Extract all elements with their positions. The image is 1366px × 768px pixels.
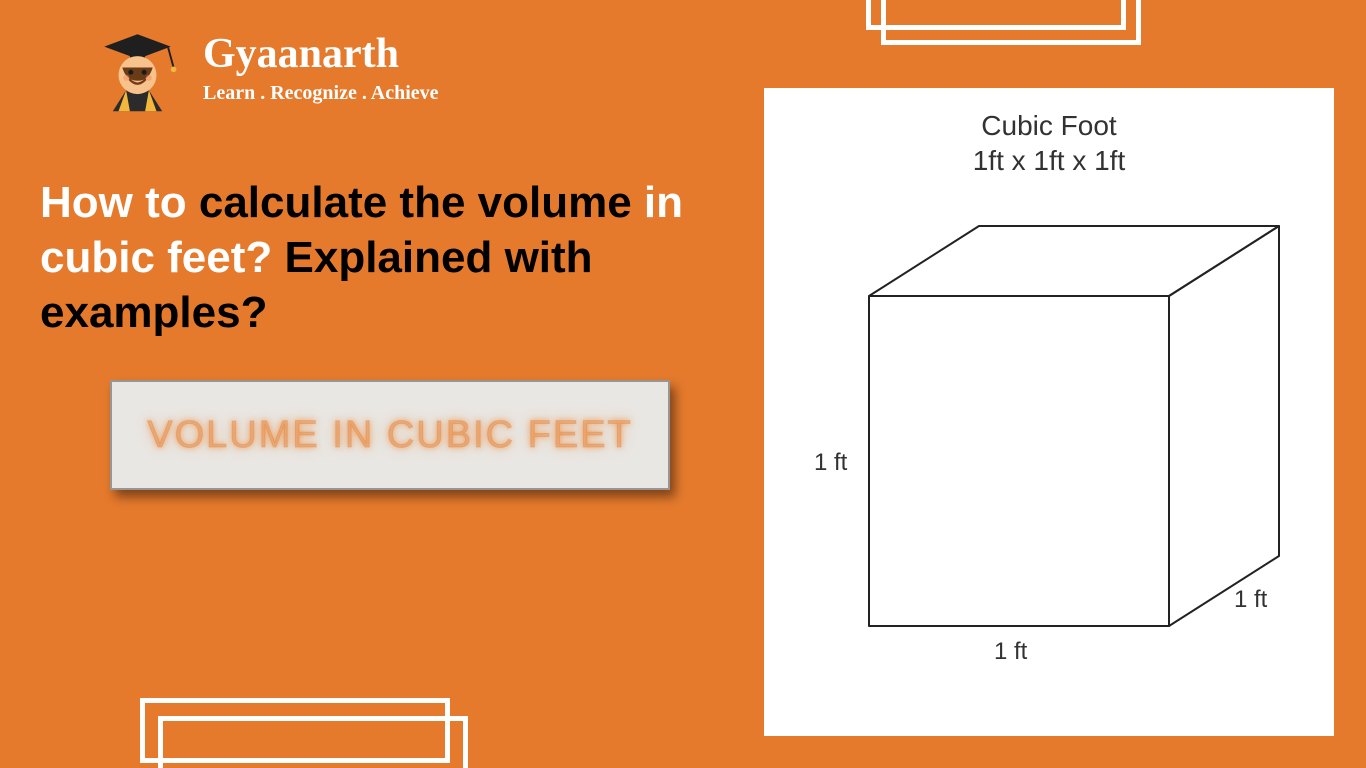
headline-seg-3: cubic feet?: [40, 233, 272, 282]
dimension-label-right: 1 ft: [1234, 586, 1267, 614]
headline-seg-2: in: [632, 178, 683, 227]
cube-icon: [799, 196, 1299, 676]
highlight-label: VOLUME IN CUBIC FEET: [110, 380, 670, 490]
site-logo: Gyaanarth Learn . Recognize . Achieve: [90, 20, 690, 115]
cube-illustration: 1 ft 1 ft 1 ft: [799, 196, 1299, 676]
brand-tagline: Learn . Recognize . Achieve: [203, 82, 439, 105]
diagram-title-line2: 1ft x 1ft x 1ft: [973, 145, 1126, 176]
headline-seg-1: calculate the volume: [199, 178, 632, 227]
mascot-avatar-icon: [90, 20, 185, 115]
diagram-title-line1: Cubic Foot: [981, 110, 1116, 141]
brand-name: Gyaanarth: [203, 30, 439, 78]
diagram-title: Cubic Foot 1ft x 1ft x 1ft: [973, 108, 1126, 178]
highlight-label-text: VOLUME IN CUBIC FEET: [147, 414, 633, 457]
page-title: How to calculate the volume in cubic fee…: [40, 175, 690, 340]
dimension-label-left: 1 ft: [814, 449, 847, 477]
headline-seg-0: How to: [40, 178, 199, 227]
dimension-label-bottom: 1 ft: [994, 638, 1027, 666]
cubic-foot-diagram: Cubic Foot 1ft x 1ft x 1ft 1 ft 1 ft 1 f…: [764, 88, 1334, 736]
